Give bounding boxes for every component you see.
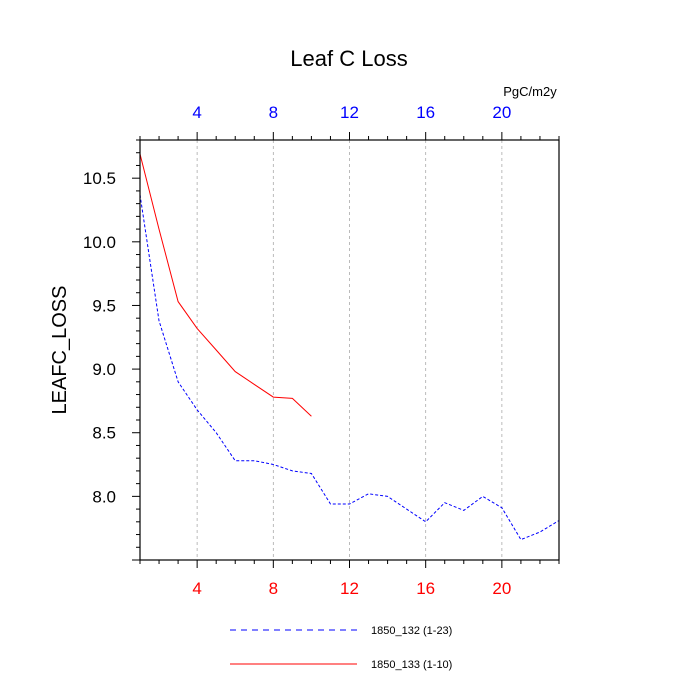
plot-series	[139, 153, 560, 541]
x-tick-label-top: 12	[340, 103, 359, 122]
x-tick-label-bottom: 12	[340, 579, 359, 598]
y-tick-label: 9.0	[92, 360, 116, 379]
x-tick-label-top: 8	[269, 103, 278, 122]
x-tick-label-bottom: 16	[416, 579, 435, 598]
legend-label-2: 1850_133 (1-10)	[371, 659, 452, 671]
y-tick-label: 10.5	[83, 169, 116, 188]
y-tick-label: 8.5	[92, 424, 116, 443]
series-line-2	[139, 153, 312, 417]
x-tick-label-bottom: 8	[269, 579, 278, 598]
y-tick-label: 10.0	[83, 233, 116, 252]
series-line-1	[139, 194, 560, 541]
x-tick-label-bottom: 20	[492, 579, 511, 598]
units-label: PgC/m2y	[503, 84, 557, 99]
x-tick-label-top: 20	[492, 103, 511, 122]
y-tick-label: 8.0	[92, 487, 116, 506]
axis-ticks: 4 4 8 8 12 12 16 16 20 20 8.0 8.5 9.0 9.5 10.0 10.5	[83, 103, 560, 598]
legend-label-1: 1850_132 (1-23)	[371, 625, 452, 637]
y-tick-label: 9.5	[92, 296, 116, 315]
x-tick-label-top: 4	[192, 103, 201, 122]
grid-lines	[196, 140, 503, 560]
y-axis-label: LEAFC_LOSS	[49, 286, 71, 415]
x-tick-label-bottom: 4	[192, 579, 201, 598]
legend: 1850_132 (1-23) 1850_133 (1-10)	[230, 625, 452, 671]
chart-title: Leaf C Loss	[290, 46, 407, 71]
x-tick-label-top: 16	[416, 103, 435, 122]
